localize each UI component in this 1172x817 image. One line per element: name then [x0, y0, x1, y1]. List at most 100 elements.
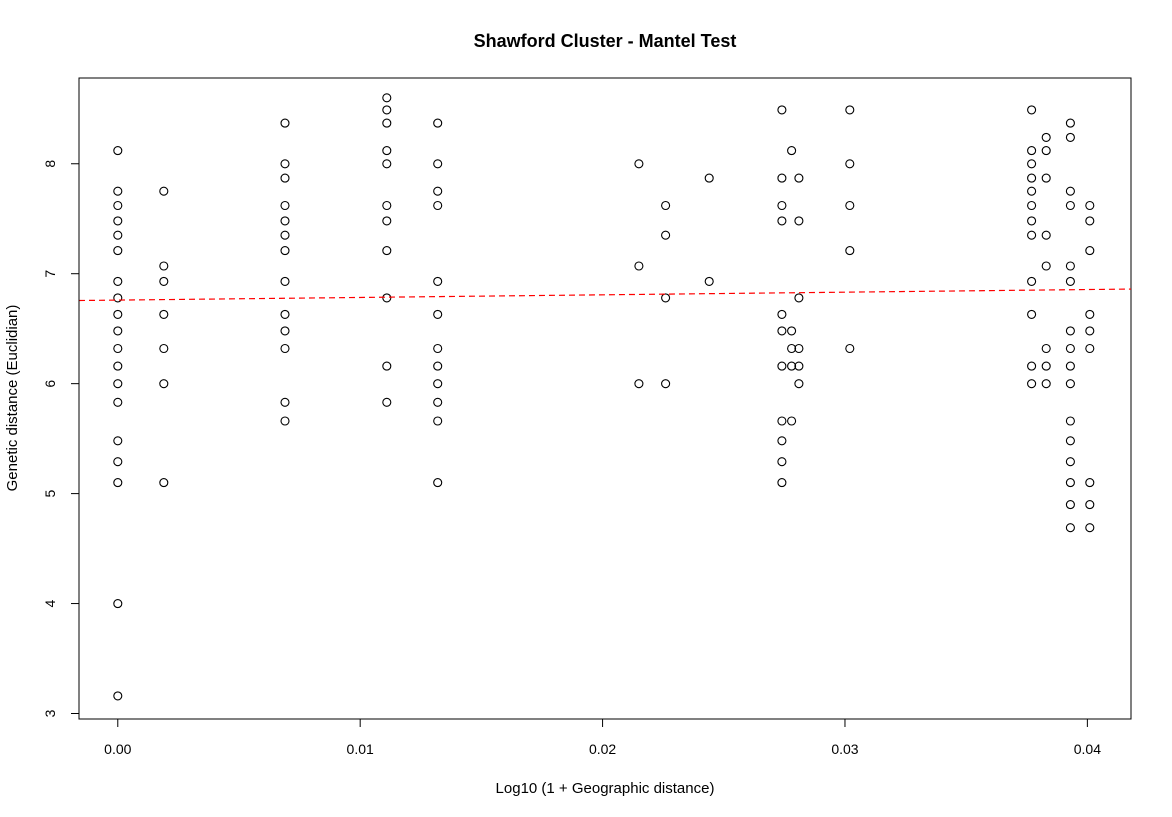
data-point	[113, 599, 123, 609]
data-point	[845, 159, 855, 169]
data-point	[1085, 246, 1095, 256]
data-point	[280, 397, 290, 407]
data-point	[113, 293, 123, 303]
data-point	[777, 173, 787, 183]
data-point	[1065, 132, 1075, 142]
points-layer	[113, 93, 1095, 701]
data-point	[704, 173, 714, 183]
data-point	[113, 691, 123, 701]
data-point	[433, 478, 443, 488]
data-point	[433, 416, 443, 426]
data-point	[787, 326, 797, 336]
data-point	[433, 159, 443, 169]
data-point	[280, 326, 290, 336]
data-point	[1041, 146, 1051, 156]
data-point	[382, 146, 392, 156]
data-point	[777, 216, 787, 226]
data-point	[661, 379, 671, 389]
x-axis: 0.00 0.01 0.02 0.03 0.04	[104, 718, 1101, 757]
x-tick-label: 0.00	[104, 741, 131, 757]
data-point	[382, 216, 392, 226]
data-point	[280, 173, 290, 183]
chart-title: Shawford Cluster - Mantel Test	[474, 31, 737, 51]
data-point	[1027, 186, 1037, 196]
data-point	[159, 478, 169, 488]
data-point	[845, 343, 855, 354]
data-point	[1027, 230, 1037, 240]
y-tick-label: 3	[42, 709, 58, 717]
data-point	[1085, 343, 1095, 354]
data-point	[382, 397, 392, 407]
data-point	[1065, 343, 1075, 354]
data-point	[1085, 216, 1095, 226]
data-point	[787, 416, 797, 426]
data-point	[777, 326, 787, 336]
data-point	[433, 361, 443, 371]
data-point	[280, 246, 290, 256]
data-point	[433, 343, 443, 354]
data-point	[159, 276, 169, 286]
data-point	[1065, 500, 1075, 510]
x-tick-label: 0.04	[1074, 741, 1101, 757]
data-point	[1027, 379, 1037, 389]
data-point	[113, 230, 123, 240]
data-point	[433, 118, 443, 128]
data-point	[159, 309, 169, 319]
data-point	[1065, 478, 1075, 488]
data-point	[845, 246, 855, 256]
data-point	[280, 216, 290, 226]
data-point	[1065, 379, 1075, 389]
data-point	[1041, 361, 1051, 371]
data-point	[1085, 478, 1095, 488]
data-point	[1027, 200, 1037, 211]
x-tick-label: 0.03	[831, 741, 858, 757]
data-point	[1027, 159, 1037, 169]
data-point	[382, 118, 392, 128]
data-point	[1027, 105, 1037, 115]
data-point	[382, 361, 392, 371]
data-point	[1027, 173, 1037, 183]
data-point	[777, 361, 787, 371]
data-point	[1041, 230, 1051, 240]
data-point	[1085, 326, 1095, 336]
y-tick-label: 8	[42, 160, 58, 168]
data-point	[1085, 309, 1095, 319]
data-point	[794, 173, 804, 183]
data-point	[777, 105, 787, 115]
y-axis-label: Genetic distance (Euclidian)	[4, 305, 21, 492]
data-point	[1041, 379, 1051, 389]
data-point	[159, 379, 169, 389]
data-point	[113, 216, 123, 226]
data-point	[1085, 523, 1095, 533]
plot-area-frame	[78, 77, 1132, 720]
y-tick-label: 7	[42, 270, 58, 278]
data-point	[113, 276, 123, 286]
data-point	[1065, 326, 1075, 336]
x-tick-label: 0.01	[347, 741, 374, 757]
data-point	[433, 276, 443, 286]
data-point	[634, 379, 644, 389]
data-point	[1085, 500, 1095, 510]
y-tick-label: 6	[42, 380, 58, 388]
data-point	[280, 159, 290, 169]
x-tick-label: 0.02	[589, 741, 616, 757]
data-point	[787, 343, 797, 354]
data-point	[1065, 523, 1075, 533]
regression-line	[78, 288, 1132, 302]
data-point	[280, 416, 290, 426]
data-point	[1065, 118, 1075, 128]
data-point	[1065, 436, 1075, 446]
data-point	[1027, 216, 1037, 226]
data-point	[113, 478, 123, 488]
data-point	[113, 186, 123, 196]
data-point	[1065, 457, 1075, 467]
regression-layer	[78, 288, 1132, 302]
data-point	[634, 261, 644, 271]
data-point	[1027, 309, 1037, 319]
data-point	[1065, 416, 1075, 426]
data-point	[845, 105, 855, 115]
data-point	[159, 186, 169, 196]
data-point	[280, 309, 290, 319]
data-point	[634, 159, 644, 169]
data-point	[1041, 132, 1051, 142]
